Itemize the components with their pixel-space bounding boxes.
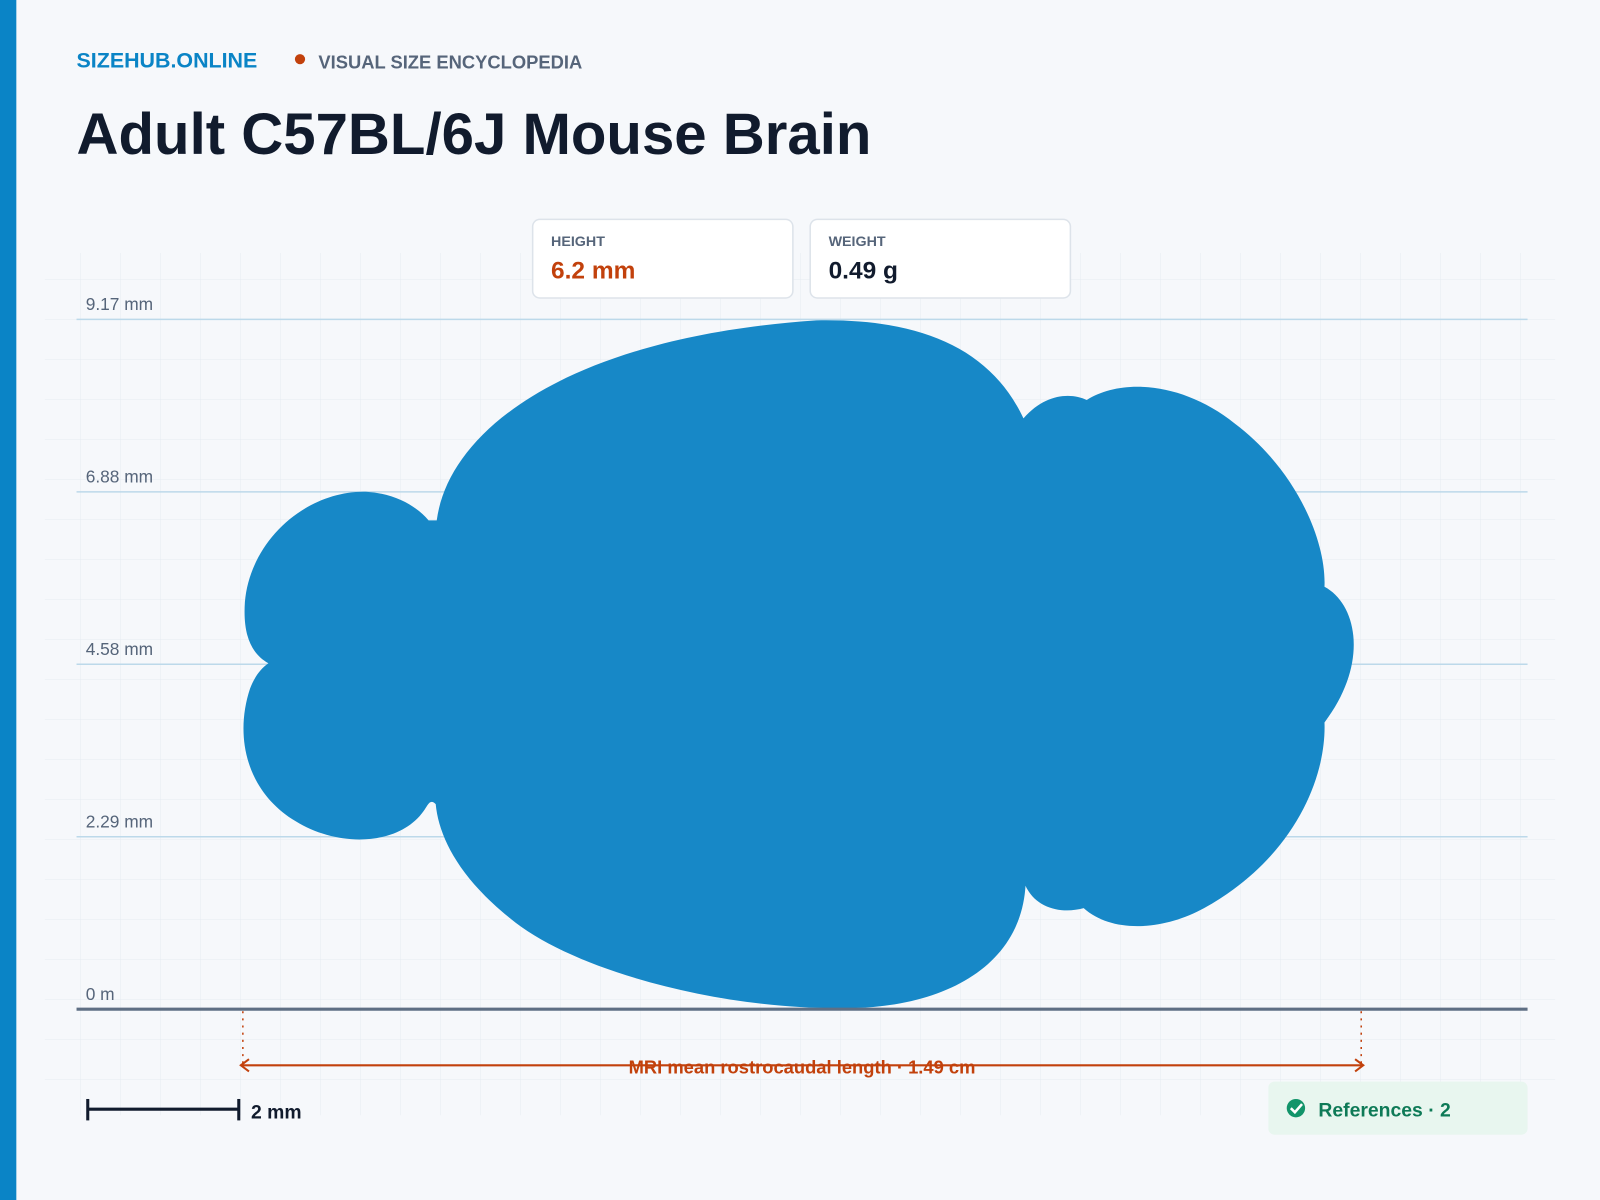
references-label[interactable]: References · 2	[1318, 1099, 1450, 1121]
ruler-label: 4.58 mm	[86, 639, 153, 659]
page-title: Adult C57BL/6J Mouse Brain	[77, 102, 872, 167]
brain-silhouette	[243, 320, 1354, 1009]
dimension	[239, 1011, 1365, 1073]
ruler-label: 2.29 mm	[86, 812, 153, 832]
metric-card: WEIGHT 0.49 g	[809, 218, 1072, 299]
dot	[294, 54, 306, 65]
scale-bar	[86, 1098, 241, 1121]
tagline: VISUAL SIZE ENCYCLOPEDIA	[318, 51, 582, 72]
metric-value: 6.2 mm	[551, 258, 635, 285]
metric-card: HEIGHT 6.2 mm	[531, 218, 794, 299]
metric-value: 0.49 g	[829, 258, 898, 285]
brand: SIZEHUB.ONLINE	[77, 48, 258, 72]
ruler-label: 9.17 mm	[86, 294, 153, 314]
metric-label: HEIGHT	[551, 234, 605, 250]
ruler-label: 0 m	[86, 984, 115, 1004]
scale-bar-label: 2 mm	[251, 1101, 302, 1123]
references-button[interactable]: References · 2	[1268, 1081, 1528, 1135]
metric-label: WEIGHT	[829, 234, 886, 250]
accent-bar	[0, 0, 17, 1200]
dimension-label: MRI mean rostrocaudal length · 1.49 cm	[629, 1056, 976, 1077]
ruler-label: 6.88 mm	[86, 467, 153, 487]
